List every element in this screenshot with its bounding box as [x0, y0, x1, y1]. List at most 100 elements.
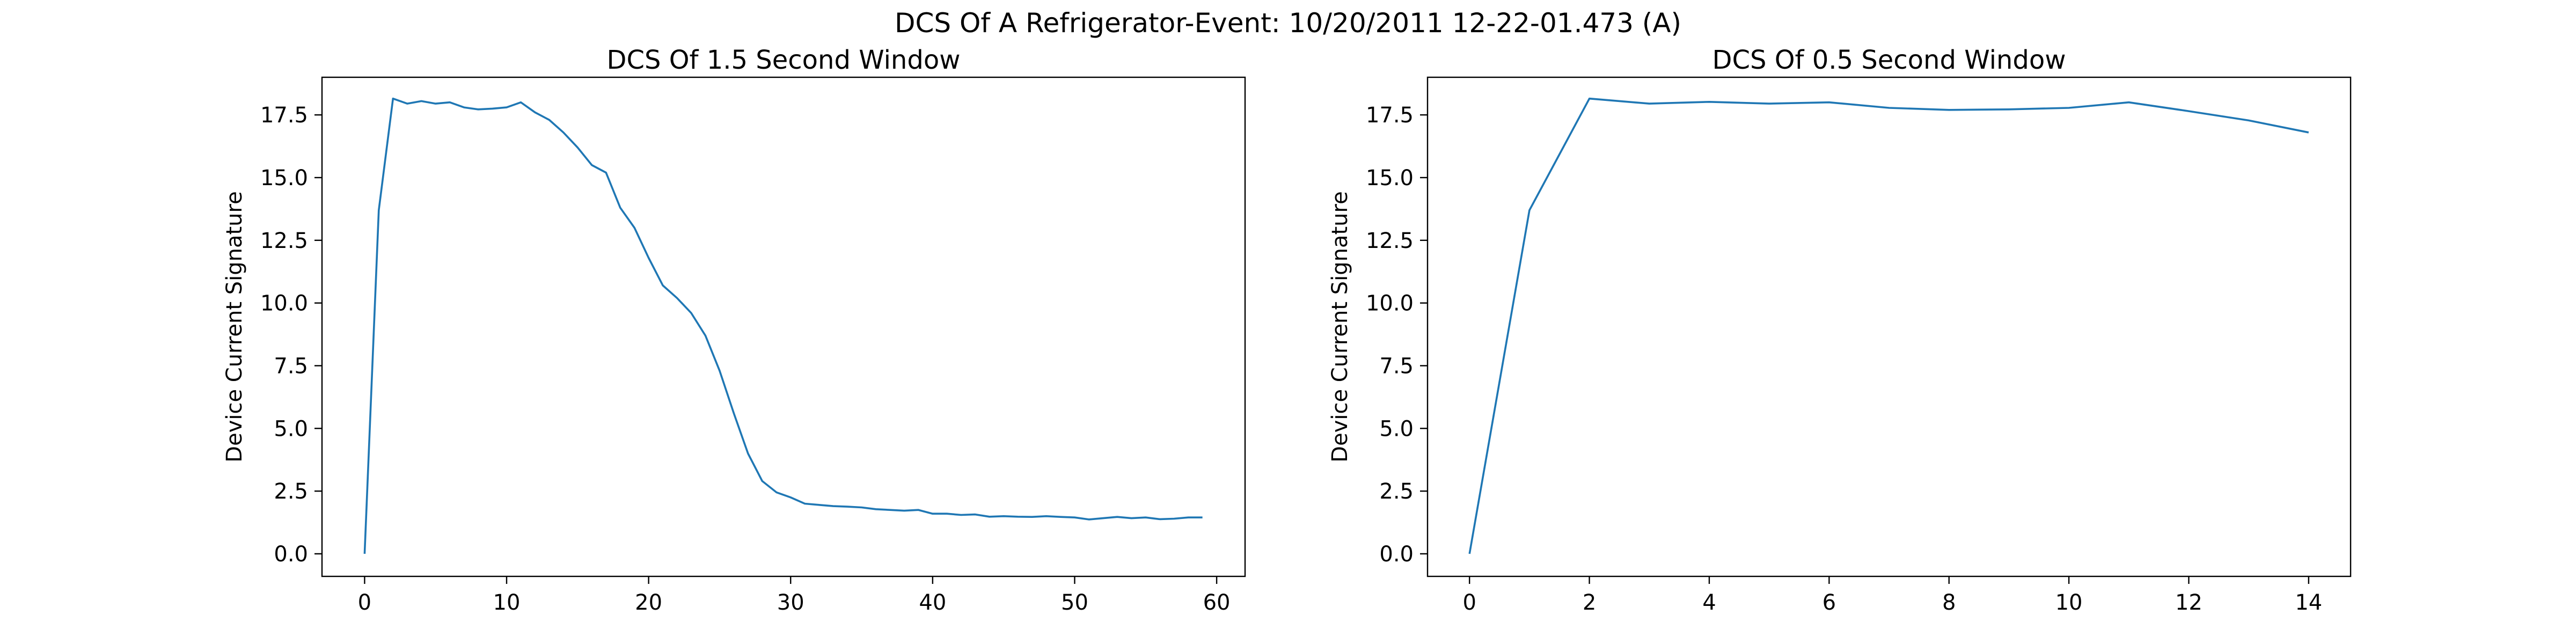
data-point	[989, 516, 990, 517]
data-point	[2068, 107, 2070, 109]
y-tick-label: 15.0	[1366, 166, 1414, 191]
plot-frame	[321, 76, 1246, 577]
data-point	[1202, 517, 1203, 518]
data-point	[847, 506, 848, 508]
figure-suptitle: DCS Of A Refrigerator-Event: 10/20/2011 …	[894, 8, 1682, 39]
data-point	[605, 172, 607, 173]
data-point	[1528, 209, 1530, 211]
data-point	[762, 480, 763, 482]
y-tick-label: 12.5	[1366, 229, 1414, 253]
chart-panel-1: 0 10 20 30 40 50 60 0.0 2.5 5.0 7.5 10.0 12.5 15.0 17.…	[222, 45, 1246, 615]
data-point	[903, 510, 905, 511]
data-point	[492, 108, 493, 109]
data-point	[818, 504, 820, 506]
y-tick-label: 0.0	[274, 542, 308, 567]
x-tick-label: 4	[1702, 590, 1716, 615]
data-point	[1116, 516, 1118, 518]
x-tick-label: 20	[635, 590, 662, 615]
data-point	[804, 503, 806, 504]
data-point	[2248, 120, 2250, 121]
data-point	[378, 209, 379, 211]
data-point	[946, 513, 948, 515]
data-point	[2188, 111, 2190, 112]
data-point	[562, 131, 564, 133]
y-tick-label: 10.0	[260, 291, 308, 316]
data-point	[2308, 131, 2309, 133]
data-point	[1828, 101, 1830, 103]
x-tick-label: 6	[1823, 590, 1836, 615]
y-tick-label: 5.0	[274, 416, 308, 441]
y-tick-label: 15.0	[260, 166, 308, 191]
x-tick-label: 10	[2055, 590, 2083, 615]
data-point	[1889, 107, 1890, 109]
plot-frame	[1426, 76, 2352, 577]
y-tick-label: 7.5	[274, 354, 308, 378]
data-point	[705, 335, 706, 336]
data-point	[577, 147, 579, 148]
data-point	[1074, 517, 1075, 518]
x-tick-label: 10	[493, 590, 521, 615]
data-point	[1031, 516, 1033, 518]
data-point	[832, 506, 834, 507]
data-point	[861, 507, 862, 508]
data-point	[2008, 108, 2010, 110]
y-tick-label: 0.0	[1379, 542, 1414, 567]
data-point	[421, 100, 422, 102]
data-point	[960, 514, 962, 516]
data-point	[1589, 98, 1590, 99]
data-point	[1102, 517, 1104, 519]
x-tick-label: 30	[777, 590, 804, 615]
x-tick-label: 40	[919, 590, 946, 615]
y-tick-label: 12.5	[260, 229, 308, 253]
data-point	[1469, 553, 1470, 554]
data-point	[790, 496, 792, 498]
data-point	[676, 297, 678, 299]
x-tick-label: 0	[358, 590, 371, 615]
x-tick-label: 60	[1203, 590, 1231, 615]
data-point	[591, 164, 592, 166]
y-tick-label: 7.5	[1379, 354, 1414, 378]
y-axis-label: Device Current Signature	[222, 191, 247, 462]
data-point	[548, 119, 550, 121]
data-point	[1060, 516, 1062, 518]
data-point	[1649, 103, 1650, 105]
y-tick-label: 17.5	[1366, 103, 1414, 128]
data-point	[932, 513, 933, 515]
data-point	[1159, 518, 1161, 520]
chart-panel-2: 0 2 4 6 8 10 12 14 0.0 2.5 5.0 7.5 10.0 12.5 15.0 17.5 D…	[1328, 45, 2352, 615]
x-tick-label: 2	[1583, 590, 1596, 615]
data-point	[392, 98, 394, 99]
data-point	[1003, 515, 1005, 517]
data-point	[619, 207, 621, 209]
data-point	[775, 492, 777, 493]
data-point	[406, 103, 408, 105]
data-point	[1088, 518, 1089, 520]
data-point	[875, 508, 877, 510]
y-axis-label: Device Current Signature	[1328, 191, 1352, 462]
y-tick-label: 2.5	[1379, 479, 1414, 504]
data-point	[2128, 101, 2129, 103]
data-point	[719, 370, 720, 371]
data-point	[889, 509, 891, 511]
y-tick-label: 10.0	[1366, 291, 1414, 316]
data-point	[662, 284, 664, 286]
data-point	[1145, 517, 1146, 518]
chart-title: DCS Of 0.5 Second Window	[1713, 45, 2066, 75]
data-point	[506, 107, 508, 108]
data-point	[747, 453, 749, 455]
data-point	[435, 103, 436, 105]
data-point	[648, 257, 649, 259]
data-point	[478, 108, 479, 110]
y-tick-label: 5.0	[1379, 416, 1414, 441]
data-point	[1768, 103, 1770, 105]
data-point	[691, 312, 692, 314]
data-point	[1173, 518, 1175, 519]
data-point	[1948, 109, 1950, 111]
data-point	[364, 553, 365, 554]
series-line	[1468, 97, 2309, 554]
data-point	[634, 227, 635, 229]
y-tick-label: 17.5	[260, 103, 308, 128]
x-tick-label: 8	[1942, 590, 1956, 615]
